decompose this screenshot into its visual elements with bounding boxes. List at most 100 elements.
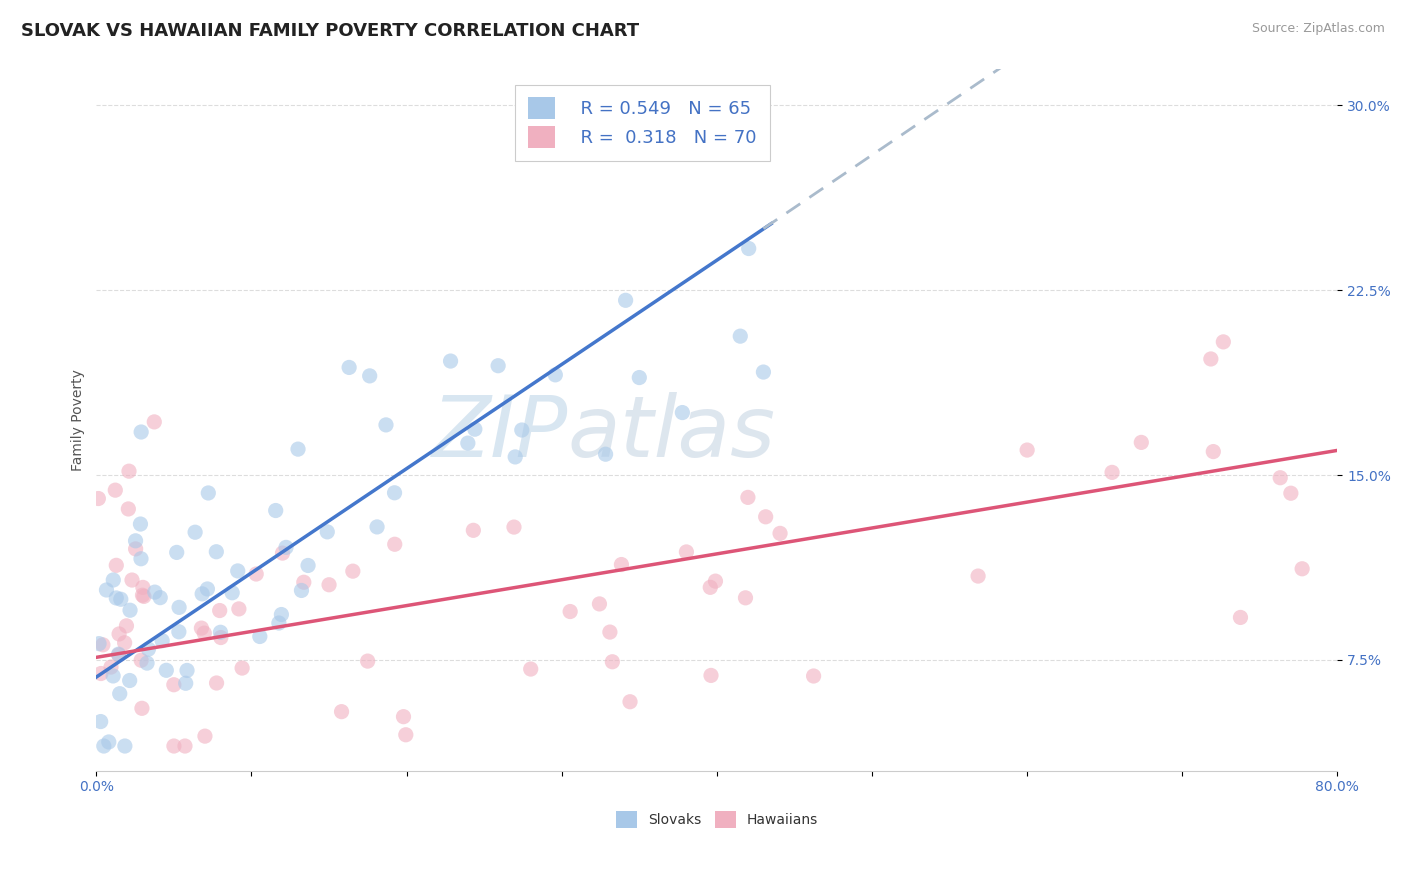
Point — [97, 735, 120, 749]
Point — [115, 619, 138, 633]
Point — [1270, 471, 1292, 485]
Point — [90, 714, 112, 729]
Point — [132, 581, 155, 595]
Point — [599, 625, 621, 640]
Point — [136, 656, 159, 670]
Point — [675, 545, 697, 559]
Point — [610, 558, 633, 572]
Point — [560, 605, 582, 619]
Point — [107, 648, 129, 662]
Point — [209, 631, 232, 645]
Point — [110, 592, 132, 607]
Point — [174, 676, 197, 690]
Point — [619, 695, 641, 709]
Point — [1291, 562, 1313, 576]
Point — [194, 729, 217, 743]
Point — [271, 546, 294, 560]
Point — [101, 669, 124, 683]
Point — [330, 705, 353, 719]
Point — [197, 486, 219, 500]
Point — [297, 558, 319, 573]
Point — [671, 406, 693, 420]
Point — [143, 415, 166, 429]
Point — [290, 583, 312, 598]
Legend: Slovaks, Hawaiians: Slovaks, Hawaiians — [610, 805, 824, 834]
Point — [129, 653, 152, 667]
Point — [967, 569, 990, 583]
Point — [184, 525, 207, 540]
Point — [90, 666, 112, 681]
Point — [93, 739, 115, 753]
Point — [129, 516, 152, 531]
Point — [699, 580, 721, 594]
Point — [337, 360, 360, 375]
Point — [270, 607, 292, 622]
Point — [155, 663, 177, 677]
Point — [503, 520, 526, 534]
Point — [510, 423, 533, 437]
Point — [96, 582, 118, 597]
Point — [105, 591, 128, 605]
Point — [755, 509, 778, 524]
Point — [197, 582, 219, 596]
Point — [87, 491, 110, 506]
Point — [439, 354, 461, 368]
Point — [114, 739, 136, 753]
Point — [1229, 610, 1251, 624]
Point — [700, 668, 723, 682]
Point — [226, 564, 249, 578]
Point — [87, 637, 110, 651]
Point — [163, 678, 186, 692]
Point — [174, 739, 197, 753]
Point — [249, 630, 271, 644]
Point — [114, 636, 136, 650]
Point — [150, 633, 173, 648]
Point — [245, 567, 267, 582]
Point — [167, 624, 190, 639]
Point — [91, 638, 114, 652]
Point — [738, 242, 761, 256]
Text: ZIP: ZIP — [432, 392, 568, 475]
Point — [138, 642, 160, 657]
Point — [103, 573, 125, 587]
Point — [228, 602, 250, 616]
Point — [1017, 443, 1039, 458]
Point — [588, 597, 610, 611]
Point — [384, 537, 406, 551]
Point — [356, 654, 378, 668]
Point — [104, 483, 127, 498]
Point — [503, 450, 526, 464]
Point — [737, 491, 759, 505]
Point — [734, 591, 756, 605]
Point — [190, 621, 212, 635]
Point — [221, 586, 243, 600]
Point — [167, 600, 190, 615]
Point — [769, 526, 792, 541]
Point — [118, 603, 141, 617]
Point — [730, 329, 752, 343]
Point — [124, 533, 146, 548]
Point — [118, 464, 141, 478]
Point — [628, 370, 651, 384]
Point — [384, 485, 406, 500]
Point — [366, 520, 388, 534]
Point — [231, 661, 253, 675]
Point — [105, 558, 128, 573]
Point — [132, 590, 155, 604]
Point — [143, 585, 166, 599]
Point — [602, 655, 624, 669]
Point — [287, 442, 309, 457]
Point — [100, 660, 122, 674]
Point — [107, 647, 129, 661]
Text: atlas: atlas — [568, 392, 776, 475]
Y-axis label: Family Poverty: Family Poverty — [72, 368, 86, 470]
Point — [274, 541, 297, 555]
Point — [209, 625, 232, 640]
Point — [1279, 486, 1302, 500]
Point — [392, 709, 415, 723]
Point — [264, 503, 287, 517]
Point — [205, 676, 228, 690]
Point — [292, 575, 315, 590]
Point — [149, 591, 172, 605]
Point — [121, 573, 143, 587]
